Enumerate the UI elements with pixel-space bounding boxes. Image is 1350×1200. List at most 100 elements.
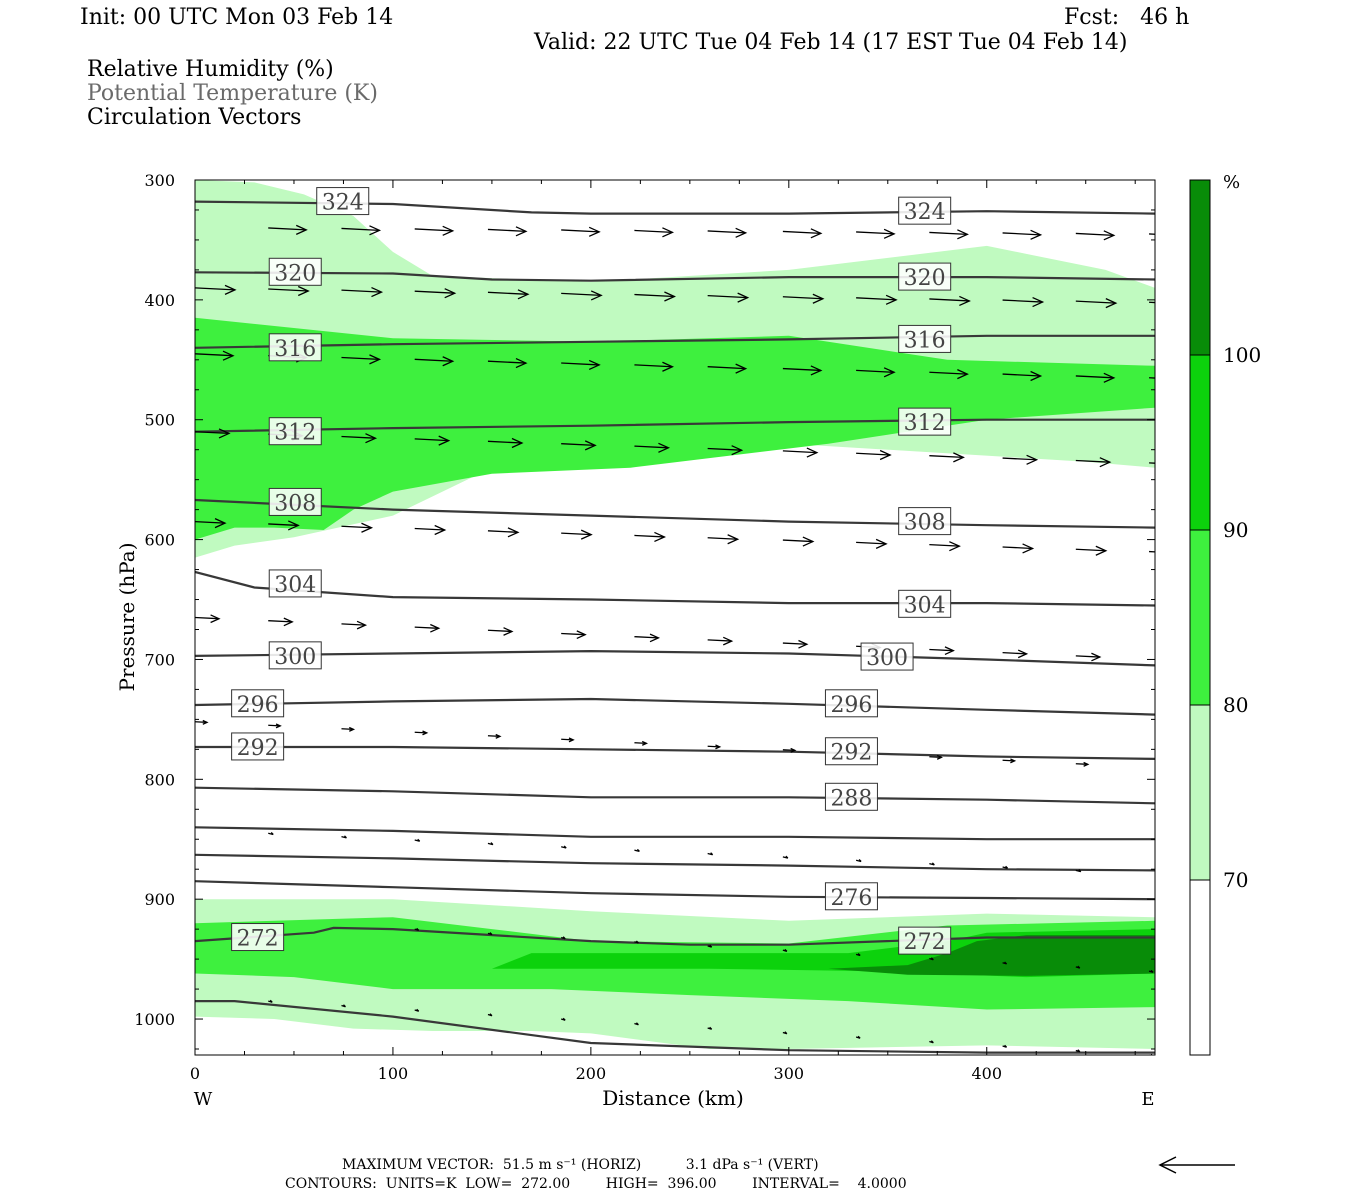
circulation-vector xyxy=(561,737,575,743)
circulation-vector xyxy=(856,228,896,239)
contour-label: 300 xyxy=(268,641,322,670)
circulation-vector xyxy=(1075,1049,1081,1053)
circulation-vector xyxy=(341,225,382,236)
svg-text:296: 296 xyxy=(237,693,279,718)
circulation-vector xyxy=(1002,296,1045,308)
circulation-vector xyxy=(634,442,671,453)
circulation-vector xyxy=(782,536,815,547)
y-tick-label: 600 xyxy=(144,531,175,550)
contour-label: 308 xyxy=(268,487,322,516)
circulation-vector xyxy=(707,944,713,948)
circulation-vector xyxy=(1002,370,1043,382)
colorbar-label: 70 xyxy=(1223,868,1248,892)
circulation-vector xyxy=(414,225,455,236)
theta-contour-292 xyxy=(195,745,1155,760)
circulation-vector xyxy=(341,433,378,444)
circulation-vector xyxy=(856,538,888,549)
svg-text:312: 312 xyxy=(274,421,316,446)
circulation-vector xyxy=(707,227,748,238)
circulation-vector xyxy=(929,452,965,463)
contour-label: 324 xyxy=(316,187,370,216)
svg-text:292: 292 xyxy=(830,741,872,766)
circulation-vector xyxy=(856,294,898,305)
circulation-vector xyxy=(634,633,661,643)
contour-label: 312 xyxy=(898,407,952,436)
svg-text:300: 300 xyxy=(274,645,316,670)
circulation-vector xyxy=(1002,961,1008,965)
circulation-vector xyxy=(268,224,308,235)
circulation-vector xyxy=(1075,545,1108,556)
circulation-vector xyxy=(855,859,862,863)
circulation-vector xyxy=(487,842,494,846)
colorbar-bin xyxy=(1189,179,1211,356)
rh-region-80 xyxy=(195,317,1155,540)
svg-text:324: 324 xyxy=(322,191,364,216)
circulation-vector xyxy=(929,295,971,307)
circulation-vector xyxy=(268,831,274,836)
circulation-vector xyxy=(929,1040,934,1044)
theta-contour-304 xyxy=(195,570,1155,607)
plot-frame xyxy=(194,179,1156,1056)
theta-contour-284 xyxy=(195,826,1155,841)
y-tick-label: 700 xyxy=(144,650,175,669)
svg-text:320: 320 xyxy=(904,266,946,291)
circulation-vector xyxy=(1002,865,1009,869)
y-tick-label: 500 xyxy=(144,411,175,430)
circulation-vector xyxy=(634,361,675,372)
circulation-vector xyxy=(268,723,282,729)
circulation-vector xyxy=(561,529,593,540)
circulation-vector xyxy=(782,1031,788,1035)
contour-label: 292 xyxy=(231,732,285,761)
circulation-vector xyxy=(341,620,368,630)
colorbar-bin xyxy=(1189,879,1211,1056)
circulation-vector xyxy=(634,848,640,852)
circulation-vector xyxy=(487,1013,493,1017)
circulation-vector xyxy=(487,437,524,449)
circulation-vector xyxy=(782,855,789,859)
circulation-vector xyxy=(929,229,969,240)
colorbar-label: 80 xyxy=(1223,693,1248,717)
svg-text:300: 300 xyxy=(866,646,908,671)
y-tick-label: 300 xyxy=(144,171,175,190)
contour-label: 272 xyxy=(231,923,285,952)
contour-label: 316 xyxy=(898,324,952,353)
circulation-vector xyxy=(561,359,601,371)
field-vectors: Circulation Vectors xyxy=(87,105,302,130)
circulation-vector xyxy=(1149,550,1155,553)
circulation-vector xyxy=(487,527,520,538)
contour-label: 320 xyxy=(898,262,952,291)
circulation-vector xyxy=(856,367,896,378)
circulation-vector xyxy=(195,428,231,439)
contour-label: 272 xyxy=(898,926,952,955)
circulation-vector xyxy=(560,936,566,940)
circulation-vector xyxy=(341,1004,346,1008)
circulation-vector xyxy=(341,522,374,533)
svg-text:276: 276 xyxy=(830,886,872,911)
rh-region-100 xyxy=(828,935,1155,976)
circulation-vector xyxy=(414,838,421,842)
circulation-vector xyxy=(487,226,528,237)
circulation-vector xyxy=(195,518,227,529)
circulation-vector xyxy=(1075,761,1090,767)
circulation-vector xyxy=(414,1008,420,1012)
circulation-vector xyxy=(561,226,601,237)
circulation-vector xyxy=(634,1022,639,1026)
circulation-vector xyxy=(634,740,649,746)
contour-label: 292 xyxy=(824,737,878,766)
x-end-east: E xyxy=(1141,1089,1154,1110)
circulation-vector xyxy=(634,940,639,944)
circulation-vector xyxy=(707,852,714,856)
circulation-vector xyxy=(1075,652,1102,662)
forecast-hour: Fcst: 46 h xyxy=(1064,5,1190,30)
circulation-vector xyxy=(929,754,943,760)
circulation-vector xyxy=(1075,869,1082,873)
circulation-vector xyxy=(560,1017,566,1021)
circulation-vector xyxy=(707,1026,713,1030)
circulation-vector xyxy=(268,285,310,297)
circulation-vector xyxy=(782,293,825,304)
contour-label: 304 xyxy=(268,569,322,598)
valid-time: Valid: 22 UTC Tue 04 Feb 14 (17 EST Tue … xyxy=(534,30,1128,55)
theta-contour-276 xyxy=(195,880,1155,901)
circulation-vector xyxy=(341,286,384,298)
circulation-vector xyxy=(1002,1044,1008,1048)
